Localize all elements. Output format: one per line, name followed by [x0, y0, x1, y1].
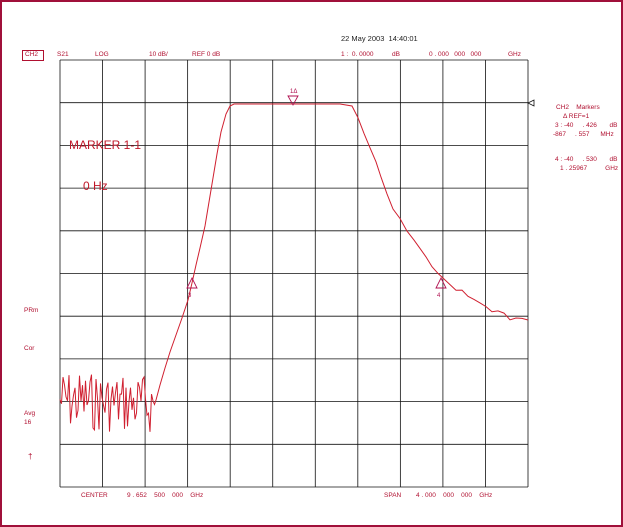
scale-label: 10 dB/: [149, 51, 168, 58]
marker-3[interactable]: 3: [186, 276, 198, 299]
marker-4-level: 4 : -40 . 530 dB: [555, 156, 618, 163]
span-frequency: 4 . 000 000 000 GHz: [416, 492, 493, 499]
graticule: [59, 59, 529, 488]
status-averaging-count: 16: [24, 419, 32, 426]
format-label: LOG: [95, 51, 109, 58]
marker-frequency: 0 . 000 000 000: [429, 51, 482, 58]
marker-3-triangle: [186, 276, 198, 289]
marker-1-label: 1Δ: [290, 89, 297, 95]
reference-label: REF 0 dB: [192, 51, 221, 58]
reference-level-arrow: [527, 99, 535, 107]
marker-4-label: 4: [437, 293, 441, 299]
marker-4-frequency: 1 . 25967 GHz: [560, 165, 619, 172]
marker-annotation-title: MARKER 1-1: [69, 137, 142, 152]
marker-readout-unit: dB: [392, 51, 400, 58]
center-frequency: 9 . 652 500 000 GHz: [127, 492, 204, 499]
status-prm: PRm: [24, 307, 39, 314]
datetime-stamp: 22 May 2003 14:40:01: [341, 34, 418, 43]
marker-1-triangle: [287, 95, 299, 106]
markers-panel-title: CH2 Markers: [556, 104, 600, 111]
span-label: SPAN: [384, 492, 402, 499]
markers-panel-ref: Δ REF=1: [563, 113, 590, 120]
marker-3-label: 3: [188, 293, 192, 299]
marker-frequency-unit: GHz: [508, 51, 521, 58]
center-label: CENTER: [81, 492, 108, 499]
channel-label: CH2: [25, 51, 39, 58]
status-correction: Cor: [24, 345, 35, 352]
s21-trace: [59, 103, 529, 432]
channel-indicator[interactable]: CH2: [22, 50, 44, 61]
status-averaging: Avg: [24, 410, 36, 417]
marker-1-delta[interactable]: 1Δ: [287, 89, 299, 106]
marker-annotation: MARKER 1-1 0 Hz: [69, 111, 141, 208]
marker-3-level: 3 : -40 . 426 dB: [555, 122, 618, 129]
marker-readout: 1 : 0. 0000: [341, 51, 374, 58]
marker-3-frequency: -867 . 557 MHz: [553, 131, 614, 138]
parameter-label: S21: [57, 51, 69, 58]
status-dagger: †: [28, 452, 33, 461]
marker-4-triangle: [435, 276, 447, 289]
marker-4[interactable]: 4: [435, 276, 447, 299]
marker-annotation-value: 0 Hz: [83, 178, 108, 193]
